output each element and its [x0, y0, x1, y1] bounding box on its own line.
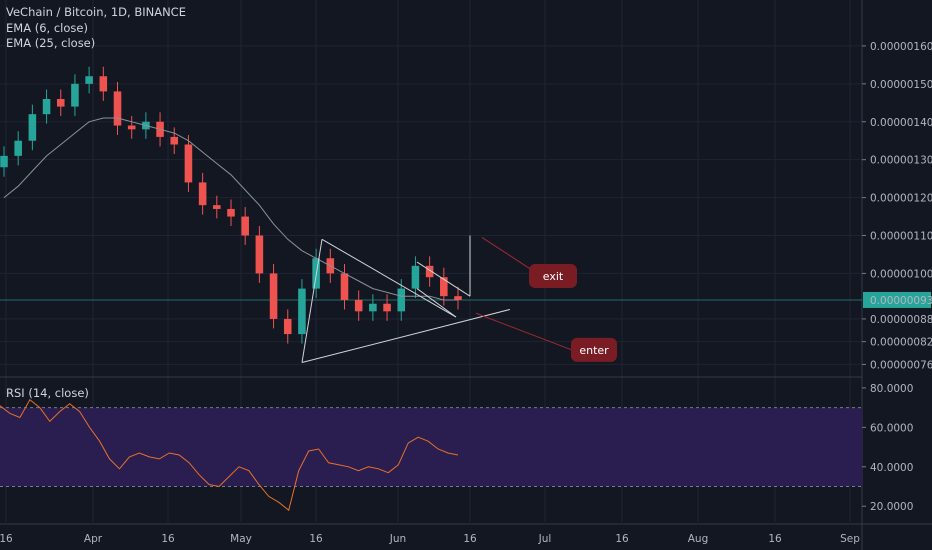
ema-25-line [3, 117, 458, 301]
candle-27 [383, 303, 391, 312]
candle-30 [425, 265, 434, 278]
chart-title[interactable]: VeChain / Bitcoin, 1D, BINANCE [6, 5, 186, 19]
rsi-line [0, 398, 459, 512]
candle-16 [227, 208, 235, 217]
candle-14 [198, 182, 207, 206]
ema-25-legend[interactable]: EMA (25, close) [6, 36, 96, 50]
candle-24 [340, 273, 349, 300]
support-trendline [301, 308, 511, 364]
candle-28 [397, 288, 406, 312]
trendline-drawings [301, 235, 581, 364]
price-tick-8: 0.00000082 [870, 337, 932, 349]
exit-label[interactable]: exit [529, 263, 577, 288]
candle-12 [170, 136, 179, 145]
candle-2 [28, 114, 37, 141]
price-tick-9: 0.00000076 [870, 359, 932, 371]
candle-6 [85, 76, 93, 84]
candle-25 [354, 299, 363, 312]
price-tick-6: 0.00000100 [870, 268, 932, 280]
candle-8 [113, 91, 122, 126]
time-tick-4: 16 [309, 533, 323, 545]
exit-label-bg [529, 263, 577, 288]
candle-0 [0, 155, 8, 168]
rsi-tick-0: 80.0000 [870, 383, 913, 395]
price-tick-5: 0.00000110 [870, 231, 932, 243]
candle-15 [213, 205, 221, 209]
candle-21 [298, 288, 306, 335]
candle-5 [71, 83, 79, 107]
time-tick-8: 16 [615, 533, 629, 545]
candle-19 [269, 273, 278, 319]
time-tick-5: Jun [389, 533, 406, 545]
rsi-tick-1: 60.0000 [870, 422, 913, 434]
price-tick-7: 0.00000088 [870, 314, 932, 326]
time-tick-1: Apr [84, 533, 103, 545]
candle-9 [127, 125, 136, 130]
rsi-tick-2: 40.0000 [870, 462, 913, 474]
time-tick-0: 16 [0, 533, 13, 545]
candle-29 [411, 265, 420, 289]
time-tick-9: Aug [688, 533, 709, 545]
price-axis: 0.00000160 0.00000150 0.00000140 0.00000130… [862, 41, 932, 371]
candle-18 [255, 235, 264, 274]
price-candles [0, 66, 462, 344]
current-price-tag-bg [863, 291, 931, 308]
price-tick-0: 0.00000160 [870, 41, 932, 53]
ema-6-legend[interactable]: EMA (6, close) [6, 21, 88, 35]
current-price-label: 0.00000093 [870, 295, 932, 307]
wedge-top [416, 261, 471, 297]
enter-label[interactable]: enter [571, 337, 617, 362]
candle-20 [283, 318, 292, 335]
candle-32 [454, 296, 462, 300]
rsi-axis: 80.0000 60.0000 40.0000 20.0000 [862, 383, 913, 513]
candle-1 [14, 140, 22, 156]
current-price-tag: 0.00000093 [863, 291, 932, 308]
time-tick-10: 16 [768, 533, 782, 545]
candle-31 [440, 277, 448, 297]
candle-13 [184, 144, 193, 183]
wedge-bottom [416, 288, 457, 318]
time-axis: 16 Apr 16 May 16 Jun 16 Jul 16 Aug 16 Sep [0, 533, 860, 545]
price-tick-2: 0.00000140 [870, 117, 932, 129]
time-tick-11: Sep [840, 533, 860, 545]
time-tick-6: 16 [463, 533, 477, 545]
time-tick-2: 16 [161, 533, 175, 545]
candle-4 [56, 99, 65, 107]
rsi-legend[interactable]: RSI (14, close) [6, 386, 89, 400]
resistance-trendline [321, 238, 457, 318]
time-tick-3: May [230, 533, 252, 545]
triangle-left-edge [301, 239, 323, 363]
price-tick-1: 0.00000150 [870, 79, 932, 91]
candle-26 [369, 303, 377, 312]
exit-label-text: exit [543, 270, 564, 283]
enter-label-text: enter [579, 344, 609, 357]
enter-pointer [475, 312, 581, 354]
candle-3 [42, 99, 51, 115]
candle-17 [241, 216, 249, 236]
time-tick-7: Jul [538, 533, 552, 545]
price-tick-3: 0.00000130 [870, 155, 932, 167]
price-tick-4: 0.00000120 [870, 193, 932, 205]
candle-7 [99, 76, 108, 92]
enter-label-bg [571, 337, 617, 362]
rsi-band [0, 407, 862, 487]
rsi-tick-3: 20.0000 [870, 501, 913, 513]
